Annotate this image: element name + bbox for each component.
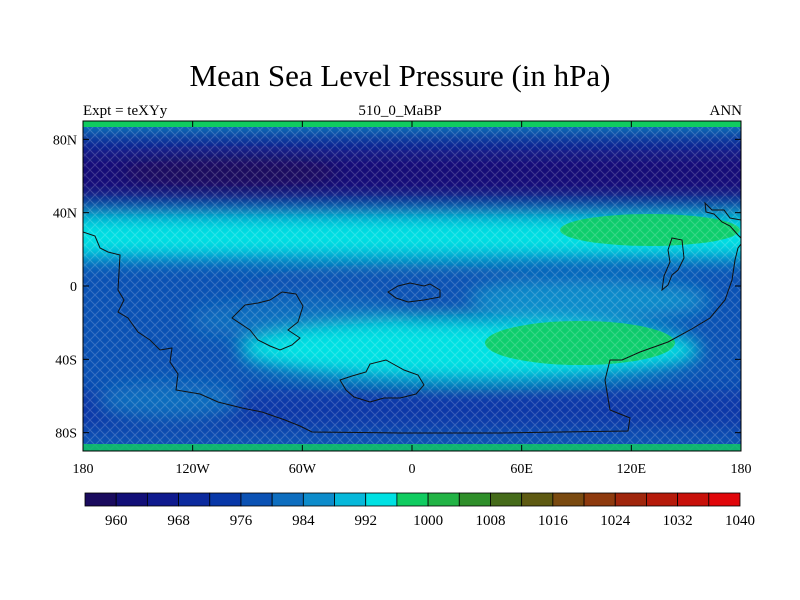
x-tick-label-3: 0 xyxy=(409,462,416,477)
y-tick-label-4: 80S xyxy=(55,427,77,442)
colorbar-label-0: 960 xyxy=(105,513,128,529)
y-tick-label-0: 80N xyxy=(53,133,77,148)
colorbar-swatch-19 xyxy=(677,492,710,507)
x-tick-label-4: 60E xyxy=(510,462,533,477)
plot-title: Mean Sea Level Pressure (in hPa) xyxy=(189,58,611,93)
colorbar xyxy=(84,492,741,507)
x-tick-label-2: 60W xyxy=(289,462,317,477)
colorbar-label-3: 984 xyxy=(292,513,315,529)
colorbar-label-10: 1040 xyxy=(725,513,755,529)
colorbar-labels: 960 968 976 984 992 1000 1008 1016 1024 1032 1040 xyxy=(105,513,755,529)
inland-basin-outline xyxy=(661,237,685,292)
colorbar-swatch-14 xyxy=(521,492,554,507)
colorbar-swatch-12 xyxy=(458,492,491,507)
colorbar-swatch-9 xyxy=(365,492,398,507)
colorbar-swatch-11 xyxy=(427,492,460,507)
colorbar-label-6: 1008 xyxy=(475,513,505,529)
pressure-field xyxy=(83,121,741,451)
colorbar-swatch-18 xyxy=(646,492,679,507)
colorbar-swatch-17 xyxy=(614,492,647,507)
colorbar-swatch-5 xyxy=(240,492,273,507)
colorbar-label-9: 1032 xyxy=(663,513,693,529)
colorbar-label-4: 992 xyxy=(354,513,377,529)
central-basin-outline xyxy=(387,282,441,303)
southern-basin-outline xyxy=(339,359,425,403)
continent-outlines xyxy=(83,201,741,434)
colorbar-swatch-1 xyxy=(115,492,148,507)
colorbar-label-8: 1024 xyxy=(600,513,631,529)
central-west-basin-outline xyxy=(231,291,304,351)
subtitle-experiment: Expt = teXYy xyxy=(83,103,168,119)
colorbar-swatch-2 xyxy=(146,492,179,507)
colorbar-swatch-15 xyxy=(552,492,585,507)
y-tick-label-3: 40S xyxy=(55,353,77,368)
axis-ticks xyxy=(82,121,742,451)
colorbar-swatch-3 xyxy=(178,492,211,507)
hatching-overlay xyxy=(83,121,741,451)
colorbar-swatch-4 xyxy=(209,492,242,507)
subtitle-period: 510_0_MaBP xyxy=(358,103,442,119)
colorbar-swatch-8 xyxy=(334,492,367,507)
x-tick-label-1: 120W xyxy=(176,462,211,477)
colorbar-swatch-20 xyxy=(708,492,741,507)
y-tick-label-2: 0 xyxy=(70,280,77,295)
colorbar-label-7: 1016 xyxy=(538,513,569,529)
x-tick-label-6: 180 xyxy=(731,462,752,477)
colorbar-swatch-7 xyxy=(302,492,335,507)
colorbar-swatch-16 xyxy=(583,492,616,507)
subtitle-season: ANN xyxy=(709,103,743,119)
colorbar-swatch-10 xyxy=(396,492,429,507)
x-tick-label-5: 120E xyxy=(617,462,647,477)
colorbar-label-5: 1000 xyxy=(413,513,443,529)
colorbar-swatch-0 xyxy=(84,492,117,507)
y-tick-label-1: 40N xyxy=(53,207,77,222)
axis-tick-labels: 80N 40N 0 40S 80S 180 120W 60W 0 60E 120E 180 xyxy=(53,133,752,477)
x-tick-label-0: 180 xyxy=(73,462,94,477)
colorbar-swatch-13 xyxy=(490,492,523,507)
east-continent-outline xyxy=(704,201,741,239)
colorbar-label-2: 976 xyxy=(230,513,253,529)
colorbar-label-1: 968 xyxy=(167,513,190,529)
colorbar-swatch-6 xyxy=(271,492,304,507)
west-continent-outline xyxy=(83,231,741,434)
